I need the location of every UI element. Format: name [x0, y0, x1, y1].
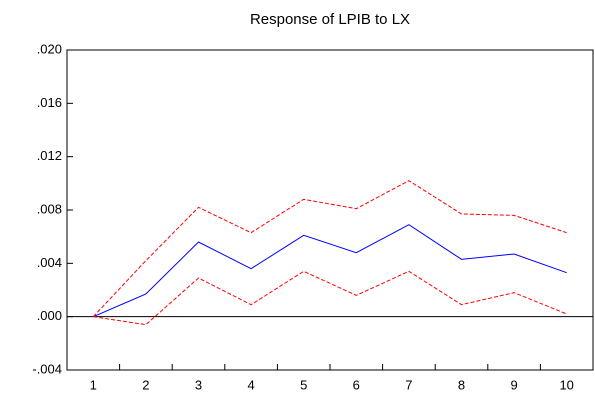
series-line	[92, 180, 567, 318]
y-tick-label: .000	[37, 308, 62, 323]
x-tick-label: 6	[353, 377, 360, 392]
series-line	[93, 224, 567, 318]
x-tick-label: 2	[142, 377, 149, 392]
chart-title: Response of LPIB to LX	[250, 11, 410, 28]
x-tick-label: 10	[559, 377, 573, 392]
y-tick-label: .020	[37, 41, 62, 56]
x-tick-label: 9	[510, 377, 517, 392]
x-tick-label: 5	[300, 377, 307, 392]
y-tick-label: -.004	[32, 361, 62, 376]
y-tick-label: .004	[37, 255, 62, 270]
x-tick-label: 4	[247, 377, 254, 392]
x-tick-label: 8	[458, 377, 465, 392]
x-tick-label: 1	[90, 377, 97, 392]
x-tick-label: 7	[405, 377, 412, 392]
y-tick-label: .016	[37, 95, 62, 110]
y-tick-label: .012	[37, 148, 62, 163]
plot-frame	[66, 49, 594, 371]
y-tick-label: .008	[37, 201, 62, 216]
x-tick-label: 3	[195, 377, 202, 392]
series-line	[93, 270, 567, 326]
